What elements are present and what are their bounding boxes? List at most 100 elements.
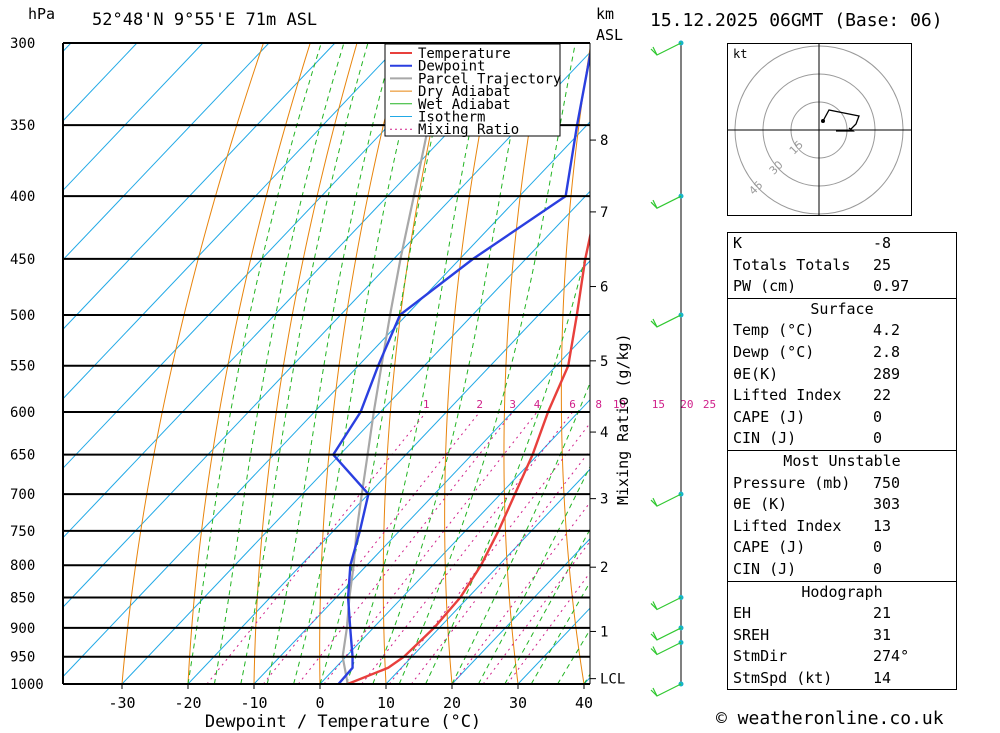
hodograph-trace: [822, 109, 860, 130]
pressure-tick-label: 550: [10, 359, 35, 375]
pressure-tick-label: 500: [10, 308, 35, 324]
surface-value: 4.2: [873, 321, 901, 340]
hodograph-stat-value: 274°: [873, 647, 910, 666]
x-axis-label: Dewpoint / Temperature (°C): [205, 712, 481, 732]
temperature-tick-label: 40: [575, 694, 593, 712]
wet-adiabat-line: [319, 43, 454, 684]
isotherm-line: [253, 329, 590, 684]
mixing-ratio-label: 25: [703, 398, 716, 411]
temperature-tick-label: 20: [443, 694, 461, 712]
hodograph-stat-row: SREH 31: [728, 625, 956, 647]
km-tick-label: LCL: [600, 672, 625, 688]
pressure-tick-label: 800: [10, 558, 35, 574]
hodograph-stat-row: StmSpd (kt) 14: [728, 668, 956, 690]
mixing-ratio-label: 15: [652, 398, 665, 411]
index-row: PW (cm) 0.97: [728, 276, 956, 298]
km-tick-label: 5: [600, 354, 608, 370]
wet-adiabat-line: [477, 465, 590, 684]
temperature-tick-label: 10: [377, 694, 395, 712]
mixing-ratio-label: 6: [569, 398, 576, 411]
index-value: 25: [873, 255, 892, 274]
asl-unit-label: ASL: [596, 26, 624, 44]
wind-barb-icon: [652, 195, 682, 209]
most-unstable-row: Pressure (mb) 750: [728, 473, 956, 495]
legend-box: [384, 43, 561, 137]
most-unstable-value: 750: [873, 473, 901, 492]
km-tick-label: 1: [600, 624, 608, 640]
km-tick-label: 8: [600, 133, 608, 149]
isotherm-line: [63, 43, 336, 330]
km-tick-label: 7: [600, 205, 608, 221]
temperature-tick-label: -30: [108, 694, 135, 712]
index-value: 0.97: [873, 277, 910, 296]
mixing-ratio-label: 20: [680, 398, 693, 411]
legend-entry: Dry Adiabat: [418, 84, 511, 100]
hodograph-stat-label: StmDir: [733, 647, 788, 666]
most-unstable-label: CIN (J): [733, 559, 797, 578]
stability-table: K -8 Totals Totals 25 PW (cm) 0.97 Surface Te…: [727, 232, 957, 691]
most-unstable-row: θE (K) 303: [728, 494, 956, 516]
most-unstable-value: 13: [873, 516, 892, 535]
wet-adiabat-line: [266, 43, 395, 684]
isotherm-line: [63, 43, 402, 400]
wind-barb-flag: [650, 320, 658, 328]
wet-adiabat-line: [425, 234, 590, 684]
wet-adiabat-line: [213, 43, 345, 684]
mixing-ratio-line: [361, 411, 573, 684]
hodograph-unit-label: kt: [733, 47, 747, 61]
wind-barb-icon: [652, 683, 682, 697]
hodograph-stat-label: SREH: [733, 625, 770, 644]
isotherm-line: [319, 399, 590, 684]
mixing-ratio-label: 4: [534, 398, 541, 411]
pressure-tick-label: 850: [10, 590, 35, 606]
pressure-tick-label: 650: [10, 448, 35, 464]
hodograph-stat-value: 31: [873, 625, 892, 644]
km-tick-label: 2: [600, 560, 608, 576]
most-unstable-label: Lifted Index: [733, 516, 842, 535]
wind-barb-icon: [652, 596, 682, 611]
wind-barb-flag: [650, 48, 658, 56]
mixing-ratio-line: [482, 540, 590, 684]
pressure-tick-label: 450: [10, 252, 35, 268]
wind-barb-flag: [650, 689, 658, 697]
isotherm-line: [385, 468, 590, 684]
mixing-ratio-label: 2: [476, 398, 483, 411]
pressure-tick-label: 950: [10, 650, 35, 666]
wind-barb-icon: [652, 314, 682, 328]
most-unstable-row: CAPE (J) 0: [728, 537, 956, 559]
dry-adiabat-line: [671, 43, 716, 684]
km-tick-label: 6: [600, 280, 608, 296]
index-label: K: [733, 234, 743, 252]
wet-adiabat-line: [530, 581, 590, 684]
most-unstable-section: Most Unstable Pressure (mb) 750 θE (K) 303 L…: [728, 449, 956, 581]
mixing-ratio-label: 8: [595, 398, 602, 411]
wind-barb-flag: [650, 201, 658, 209]
surface-row: Dewp (°C) 2.8: [728, 342, 956, 364]
mixing-ratio-label: 3: [509, 398, 516, 411]
legend-entry: Temperature: [418, 46, 511, 62]
temperature-line: [347, 230, 590, 684]
isotherm-line: [187, 260, 590, 684]
temperature-tick-label: 30: [509, 694, 527, 712]
index-row: Totals Totals 25: [728, 255, 956, 277]
mixing-ratio-line: [206, 411, 427, 684]
isotherm-line: [121, 190, 590, 684]
wet-adiabat-line: [240, 43, 369, 684]
most-unstable-value: 0: [873, 559, 883, 578]
wind-barb-icon: [652, 42, 682, 56]
surface-value: 0: [873, 429, 883, 448]
index-row: K -8: [728, 233, 956, 255]
pressure-tick-label: 600: [10, 405, 35, 421]
most-unstable-row: Lifted Index 13: [728, 516, 956, 538]
isotherm-line: [63, 121, 590, 678]
surface-label: CAPE (J): [733, 407, 806, 426]
surface-row: Temp (°C) 4.2: [728, 320, 956, 342]
most-unstable-title: Most Unstable: [783, 451, 901, 470]
mixing-ratio-line: [262, 411, 481, 684]
hodograph-start-dot: [821, 119, 825, 123]
dewpoint-line: [332, 49, 590, 684]
index-label: PW (cm): [733, 277, 797, 296]
hodograph-panel: kt 15 30 45: [727, 43, 912, 216]
